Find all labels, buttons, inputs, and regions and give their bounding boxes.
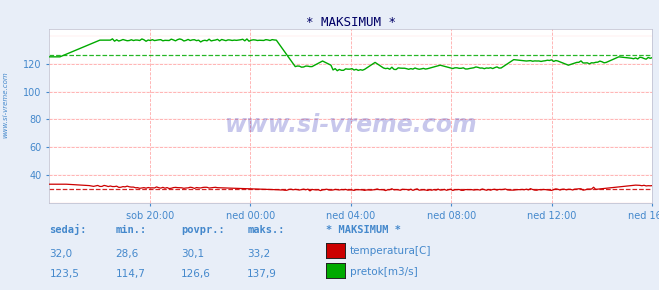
Text: 30,1: 30,1 <box>181 249 204 259</box>
Text: 126,6: 126,6 <box>181 269 211 279</box>
Text: www.si-vreme.com: www.si-vreme.com <box>225 113 477 137</box>
Text: maks.:: maks.: <box>247 225 285 235</box>
Text: povpr.:: povpr.: <box>181 225 225 235</box>
Text: pretok[m3/s]: pretok[m3/s] <box>350 267 418 277</box>
Text: 114,7: 114,7 <box>115 269 145 279</box>
Text: min.:: min.: <box>115 225 146 235</box>
Text: 33,2: 33,2 <box>247 249 270 259</box>
Text: www.si-vreme.com: www.si-vreme.com <box>2 71 9 138</box>
Text: 28,6: 28,6 <box>115 249 138 259</box>
Title: * MAKSIMUM *: * MAKSIMUM * <box>306 16 396 29</box>
Text: sedaj:: sedaj: <box>49 224 87 235</box>
Text: 32,0: 32,0 <box>49 249 72 259</box>
Text: 137,9: 137,9 <box>247 269 277 279</box>
Text: temperatura[C]: temperatura[C] <box>350 246 432 256</box>
Text: * MAKSIMUM *: * MAKSIMUM * <box>326 225 401 235</box>
Text: 123,5: 123,5 <box>49 269 79 279</box>
